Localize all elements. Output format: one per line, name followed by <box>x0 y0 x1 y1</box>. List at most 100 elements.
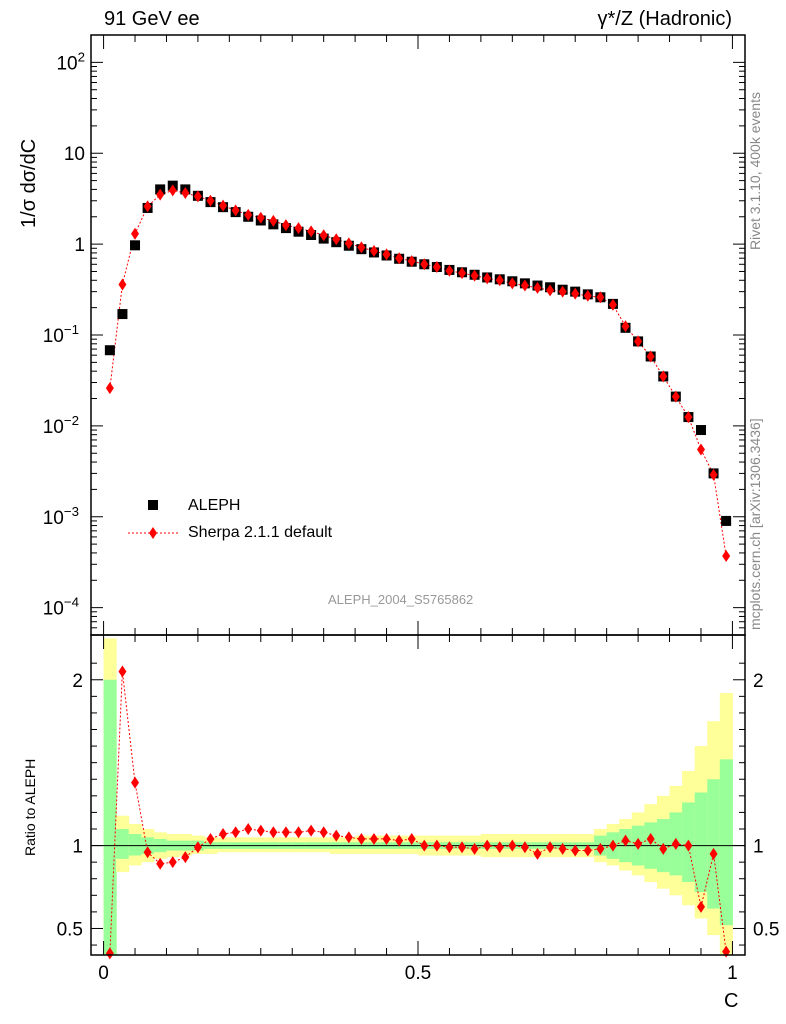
y-tick-label: 10−1 <box>43 322 79 347</box>
analysis-watermark: ALEPH_2004_S5765862 <box>328 592 474 607</box>
ratio-mc-point <box>294 826 303 839</box>
ratio-mc-point <box>671 837 680 850</box>
ratio-frame <box>90 634 746 956</box>
mc-point <box>470 269 479 282</box>
ratio-mc-point <box>483 839 492 852</box>
ratio-mc-point <box>546 841 555 854</box>
ratio-mc-point <box>520 841 529 854</box>
mc-point <box>671 390 680 403</box>
data-point <box>721 515 732 526</box>
x-axis-label: C <box>724 990 739 1012</box>
ratio-mc-point <box>181 851 190 864</box>
stat-uncertainty-band <box>128 833 142 856</box>
mc-point <box>156 188 165 201</box>
mc-point <box>508 277 517 290</box>
mc-point <box>294 222 303 235</box>
ratio-mc-point <box>420 839 429 852</box>
mc-point <box>696 443 705 456</box>
ratio-y-axis-label: Ratio to ALEPH <box>22 758 38 856</box>
ratio-mc-point <box>105 947 114 960</box>
ratio-mc-point <box>596 842 605 855</box>
stat-uncertainty-band <box>116 828 130 859</box>
ratio-mc-point <box>193 841 202 854</box>
legend-mc-marker <box>149 527 157 539</box>
stat-uncertainty-band <box>707 779 721 909</box>
ratio-mc-point <box>508 839 517 852</box>
ratio-mc-point <box>168 856 177 869</box>
data-point <box>695 425 706 436</box>
main-frame <box>90 34 746 636</box>
ratio-mc-point <box>583 844 592 857</box>
ratio-mc-point <box>219 827 228 840</box>
mc-point <box>206 194 215 207</box>
ratio-mc-point <box>206 832 215 845</box>
mc-point <box>520 279 529 292</box>
mc-point <box>193 190 202 203</box>
ratio-mc-point <box>558 842 567 855</box>
ratio-mc-point <box>470 842 479 855</box>
mc-point <box>319 229 328 242</box>
mc-point <box>307 225 316 238</box>
ratio-mc-point <box>696 900 705 913</box>
mc-point <box>369 245 378 258</box>
mc-point <box>483 272 492 285</box>
ratio-mc-point <box>244 822 253 835</box>
mcplots-label: mcplots.cern.ch [arXiv:1306.3436] <box>747 418 763 630</box>
legend-symbols <box>128 500 178 539</box>
mc-point <box>596 291 605 304</box>
mc-point <box>168 184 177 197</box>
mc-point <box>608 298 617 311</box>
y-tick-label: 1 <box>74 235 85 256</box>
ratio-mc-point <box>143 846 152 859</box>
mc-point <box>395 252 404 265</box>
mc-point <box>722 550 731 563</box>
mc-point <box>571 287 580 300</box>
y-tick-label: 102 <box>56 49 85 74</box>
ratio-y-tick-label-right: 2 <box>753 671 764 692</box>
ratio-mc-point <box>458 841 467 854</box>
ratio-mc-point <box>344 831 353 844</box>
stat-uncertainty-band <box>103 679 117 955</box>
mc-point <box>558 285 567 298</box>
ratio-mc-point <box>634 837 643 850</box>
ratio-plot-marks <box>91 665 745 960</box>
mc-point <box>621 320 630 333</box>
mc-point <box>634 335 643 348</box>
ratio-mc-point <box>332 829 341 842</box>
stat-uncertainty-band <box>719 759 733 926</box>
mc-point <box>583 289 592 302</box>
header-right: γ*/Z (Hadronic) <box>597 8 732 30</box>
y-tick-label: 10 <box>64 144 85 165</box>
mc-point <box>118 278 127 291</box>
mc-point <box>256 211 265 224</box>
mc-point <box>646 350 655 363</box>
ratio-mc-point <box>281 826 290 839</box>
ratio-y-tick-label: 1 <box>72 837 83 858</box>
mc-point <box>105 382 114 395</box>
legend-data-marker <box>148 500 158 510</box>
ratio-mc-point <box>621 834 630 847</box>
mc-line <box>109 189 727 557</box>
mc-point <box>709 468 718 481</box>
ratio-y-tick-label: 2 <box>72 671 83 692</box>
mc-point <box>432 261 441 274</box>
main-plot-marks <box>104 180 732 563</box>
x-tick-label: 0 <box>98 963 109 984</box>
ratio-y-tick-label-right: 0.5 <box>753 919 779 940</box>
ratio-mc-point <box>709 847 718 860</box>
ratio-mc-point <box>684 839 693 852</box>
mc-point <box>546 284 555 297</box>
mc-point <box>420 258 429 271</box>
ratio-mc-point <box>231 826 240 839</box>
ratio-y-tick-label-right: 1 <box>753 837 764 858</box>
mc-point <box>143 200 152 213</box>
x-tick-label: 0.5 <box>405 963 431 984</box>
legend-mc-label: Sherpa 2.1.1 default <box>188 524 333 541</box>
ratio-mc-point <box>357 832 366 845</box>
mc-point <box>281 219 290 232</box>
mc-point <box>357 241 366 254</box>
ratio-mc-point <box>608 839 617 852</box>
mc-point <box>495 274 504 287</box>
ratio-mc-point <box>319 826 328 839</box>
header-left: 91 GeV ee <box>104 8 200 30</box>
